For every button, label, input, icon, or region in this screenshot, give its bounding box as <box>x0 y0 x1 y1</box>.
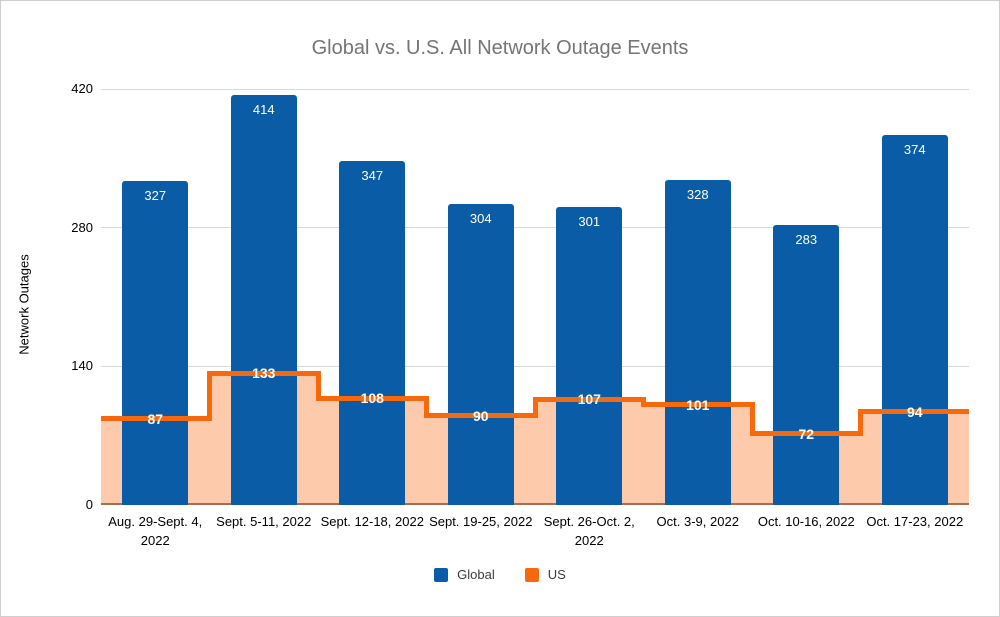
x-tick-label: Sept. 19-25, 2022 <box>429 514 533 529</box>
x-axis-labels: Aug. 29-Sept. 4, 2022 Sept. 5-11, 2022 Sep… <box>101 513 969 557</box>
y-axis-title: Network Outages <box>16 254 32 355</box>
plot-area: 327 414 347 304 301 328 283 374 87 133 108 90 107 101… <box>101 88 969 505</box>
us-step-connector <box>207 370 212 422</box>
us-step-segment <box>209 370 318 376</box>
us-value-label: 133 <box>252 365 276 382</box>
global-value-label: 414 <box>252 101 275 117</box>
legend-item-global: Global <box>434 567 495 582</box>
x-tick-label: Oct. 10-16, 2022 <box>757 514 855 529</box>
legend: Global US <box>1 567 999 582</box>
global-bar <box>773 224 840 505</box>
us-step-segment <box>101 416 210 422</box>
y-tick-label: 280 <box>71 219 93 235</box>
global-value-label: 327 <box>144 188 167 204</box>
us-step-segment <box>643 402 752 408</box>
global-bar <box>881 134 948 505</box>
global-bar <box>339 161 406 505</box>
us-value-label: 108 <box>360 390 384 407</box>
legend-item-us: US <box>524 567 566 582</box>
global-bar <box>230 94 297 505</box>
global-bar <box>556 206 623 505</box>
legend-label-us: US <box>547 567 566 582</box>
us-step-segment <box>426 413 535 419</box>
x-tick-label: Aug. 29-Sept. 4, 2022 <box>108 514 203 548</box>
gridline <box>101 365 969 367</box>
y-tick-label: 140 <box>71 358 93 374</box>
legend-label-global: Global <box>457 567 495 582</box>
us-value-label: 94 <box>906 403 923 420</box>
us-value-label: 107 <box>577 391 601 408</box>
us-step-connector <box>858 409 863 437</box>
us-step-connector <box>641 396 646 408</box>
us-step-segment <box>860 409 969 415</box>
us-step-connector <box>749 402 755 437</box>
us-step-segment <box>535 396 644 402</box>
us-step-segment <box>318 395 427 401</box>
us-step-connector <box>532 396 538 419</box>
chart-title: Global vs. U.S. All Network Outage Event… <box>311 37 689 59</box>
global-value-label: 283 <box>795 231 818 247</box>
us-value-label: 87 <box>147 410 164 427</box>
y-tick-label: 0 <box>85 497 93 512</box>
gridline <box>101 88 969 90</box>
us-value-label: 101 <box>686 396 710 413</box>
global-value-label: 304 <box>469 210 492 226</box>
x-tick-label: Sept. 26-Oct. 2, 2022 <box>543 514 635 548</box>
us-value-label: 90 <box>472 407 489 424</box>
us-step-connector <box>315 370 321 401</box>
y-tick-label: 420 <box>71 81 93 96</box>
us-step-connector <box>424 395 429 419</box>
gridline <box>101 227 969 229</box>
us-step-segment <box>752 431 861 437</box>
global-swatch-icon <box>434 567 449 582</box>
global-bar <box>664 180 731 505</box>
global-bar <box>447 203 514 505</box>
global-value-label: 374 <box>903 141 926 157</box>
us-swatch-icon <box>524 567 539 582</box>
global-bar <box>122 181 189 505</box>
global-value-label: 301 <box>578 213 601 229</box>
global-value-label: 328 <box>686 187 709 203</box>
x-tick-label: Oct. 3-9, 2022 <box>656 514 739 529</box>
global-value-label: 347 <box>361 168 384 184</box>
us-value-label: 72 <box>798 425 815 442</box>
x-tick-label: Sept. 12-18, 2022 <box>320 514 424 529</box>
x-axis-line <box>101 503 969 505</box>
x-tick-label: Sept. 5-11, 2022 <box>216 514 312 529</box>
x-tick-label: Oct. 17-23, 2022 <box>866 514 964 529</box>
